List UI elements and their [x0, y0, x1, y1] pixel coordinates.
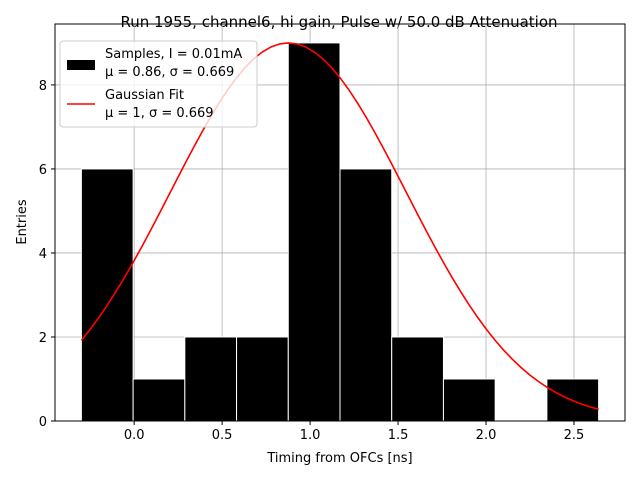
x-tick-label: 1.0 — [300, 428, 321, 443]
histogram-bar — [184, 336, 238, 422]
legend-samples-label-line2: μ = 0.86, σ = 0.669 — [105, 65, 234, 80]
gaussian-fit-line — [80, 42, 599, 411]
x-tick-label: 1.5 — [388, 428, 409, 443]
histogram-bar — [339, 168, 393, 422]
y-tick-label: 2 — [39, 331, 47, 346]
y-tick-label: 8 — [39, 79, 47, 94]
legend-fit-label-line1: Gaussian Fit — [105, 88, 184, 103]
legend-box — [59, 40, 258, 128]
x-tick-label: 0.0 — [124, 428, 145, 443]
x-tick-label: 2.0 — [476, 428, 497, 443]
legend: Samples, I = 0.01mA μ = 0.86, σ = 0.669 … — [59, 40, 258, 128]
chart-title: Run 1955, channel6, hi gain, Pulse w/ 50… — [120, 13, 557, 31]
legend-fit-label-line2: μ = 1, σ = 0.669 — [105, 106, 214, 121]
y-axis-ticks: 0 2 4 6 8 — [39, 79, 55, 430]
legend-samples-label-line1: Samples, I = 0.01mA — [105, 47, 242, 62]
x-tick-label: 0.5 — [212, 428, 233, 443]
histogram-bar — [391, 336, 444, 422]
legend-samples-swatch — [67, 60, 95, 70]
histogram-bar — [132, 378, 186, 422]
y-tick-label: 6 — [39, 163, 47, 178]
histogram-bars — [80, 42, 600, 422]
histogram-bar — [236, 336, 289, 422]
y-axis-label: Entries — [15, 199, 30, 245]
x-axis-label: Timing from OFCs [ns] — [266, 451, 412, 466]
plot-frame — [54, 23, 626, 422]
histogram-bar — [80, 168, 134, 422]
histogram-bar — [287, 42, 341, 422]
x-tick-label: 2.5 — [564, 428, 585, 443]
y-tick-label: 4 — [39, 247, 47, 262]
y-tick-label: 0 — [39, 415, 47, 430]
x-axis-ticks: 0.0 0.5 1.0 1.5 2.0 2.5 — [124, 421, 585, 443]
histogram-bar — [442, 378, 496, 422]
